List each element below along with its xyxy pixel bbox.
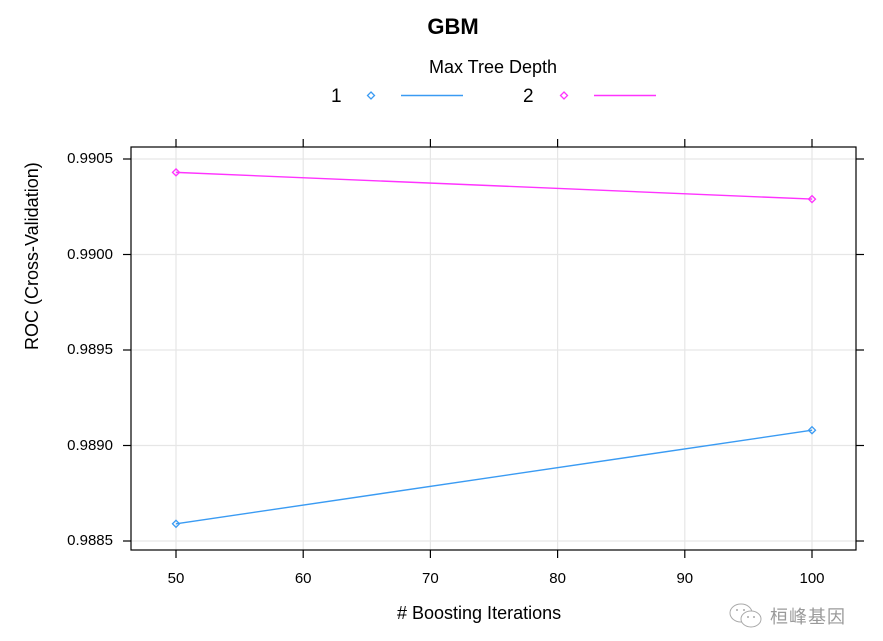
x-tick-label: 100 — [799, 570, 825, 587]
y-tick-label: 0.9885 — [67, 532, 113, 549]
gridlines — [131, 147, 856, 550]
x-tick-label: 50 — [167, 570, 185, 587]
data-point-marker — [171, 519, 181, 529]
panel-border — [130, 146, 857, 551]
y-tick-label: 0.9895 — [67, 341, 113, 358]
legend-key-depth-2 — [559, 91, 656, 100]
data-point-marker — [807, 194, 817, 204]
legend-label-depth-1: 1 — [331, 86, 342, 107]
legend-label-depth-2: 2 — [523, 86, 534, 107]
wechat-icon — [729, 603, 762, 628]
legend-key-depth-1 — [366, 91, 463, 100]
x-tick-label: 80 — [549, 570, 566, 587]
y-tick-label: 0.9900 — [67, 245, 113, 263]
y-tick-label: 0.9905 — [67, 150, 113, 167]
series-line-depth-1 — [175, 429, 813, 525]
data-point-marker — [807, 425, 817, 435]
legend-title: Max Tree Depth — [428, 57, 558, 77]
data-series — [171, 167, 817, 529]
x-tick-label: 90 — [676, 570, 694, 587]
chart-title: GBM — [427, 14, 479, 39]
watermark: 桓峰基因 — [728, 602, 846, 630]
series-line-depth-2 — [175, 171, 813, 200]
axis-ticks — [123, 139, 864, 558]
x-tick-label: 60 — [294, 570, 312, 587]
y-axis-label: ROC (Cross-Validation) — [22, 162, 42, 350]
data-point-marker — [171, 167, 181, 177]
y-tick-label: 0.9890 — [67, 436, 113, 454]
x-axis-label: # Boosting Iterations — [397, 603, 562, 623]
watermark-text: 桓峰基因 — [770, 607, 846, 627]
x-tick-label: 70 — [422, 570, 439, 587]
